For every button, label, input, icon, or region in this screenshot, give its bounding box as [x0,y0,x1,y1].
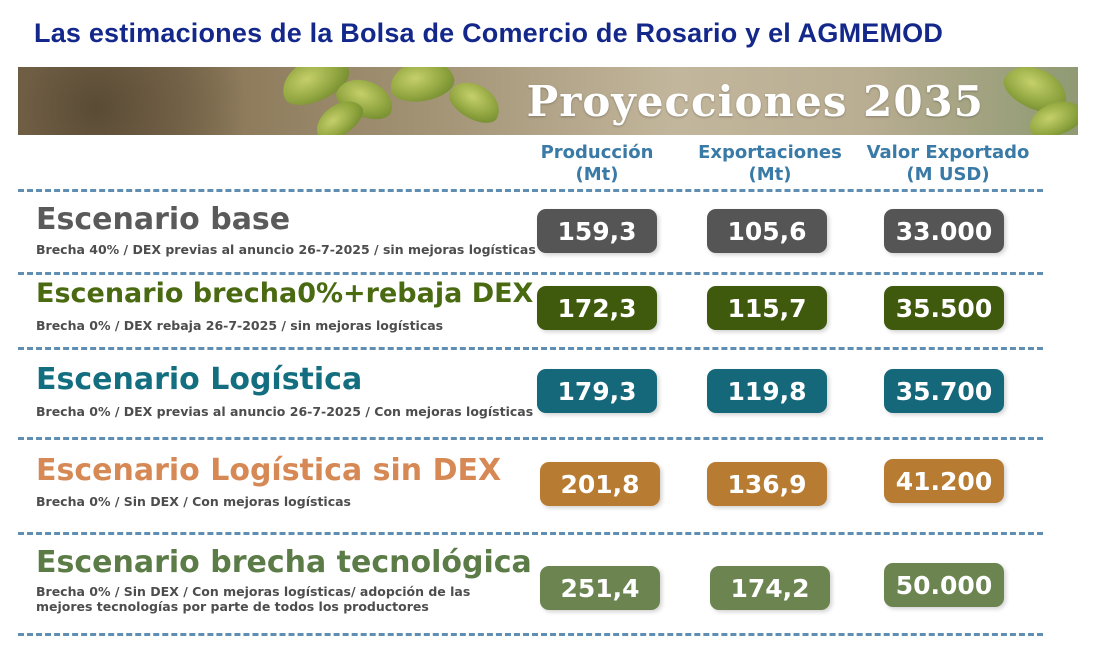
exportaciones-value: 115,7 [707,286,827,330]
row-divider [18,437,1043,440]
exportaciones-value: 119,8 [707,369,827,413]
column-header-unit: (Mt) [575,164,619,185]
banner-soil [18,67,278,135]
scenario-description: Brecha 0% / DEX rebaja 26-7-2025 / sin m… [36,318,444,333]
row-divider [18,189,1043,192]
produccion-value: 172,3 [537,286,657,330]
exportaciones-value: 136,9 [707,462,827,506]
banner-title: Proyecciones 2035 [526,77,984,126]
produccion-value: 159,3 [537,209,657,253]
scenario-description: Brecha 40% / DEX previas al anuncio 26-7… [36,242,536,257]
exportaciones-value: 174,2 [710,566,830,610]
scenario-title: Escenario Logística [36,362,363,397]
scenario-title: Escenario base [36,202,291,237]
leaf-image [387,67,457,107]
column-header-line: Valor Exportado [866,142,1030,163]
column-header-valor-exportado: Valor Exportado (M USD) [858,142,1038,186]
column-header-unit: (M USD) [906,164,990,185]
valor-exportado-value: 50.000 [884,563,1004,607]
produccion-value: 179,3 [537,369,657,413]
valor-exportado-value: 35.500 [884,286,1004,330]
scenario-title: Escenario brecha tecnológica [36,545,532,580]
page-title: Las estimaciones de la Bolsa de Comercio… [34,18,944,48]
row-divider [18,272,1043,275]
column-header-produccion: Producción (Mt) [527,142,667,186]
scenario-description-line2: mejores tecnologías por parte de todos l… [36,599,429,614]
column-header-line: Exportaciones [698,142,842,163]
produccion-value: 201,8 [540,462,660,506]
valor-exportado-value: 35.700 [884,369,1004,413]
scenario-title: Escenario brecha0%+rebaja DEX [36,278,534,309]
column-header-line: Producción [540,142,654,163]
scenario-description: Brecha 0% / Sin DEX / Con mejoras logíst… [36,584,471,599]
exportaciones-value: 105,6 [707,209,827,253]
produccion-value: 251,4 [540,566,660,610]
banner: Proyecciones 2035 [18,67,1078,135]
valor-exportado-value: 41.200 [884,459,1004,503]
row-divider [18,633,1043,636]
column-header-exportaciones: Exportaciones (Mt) [695,142,845,186]
scenario-description: Brecha 0% / DEX previas al anuncio 26-7-… [36,404,534,419]
scenario-title: Escenario Logística sin DEX [36,453,502,488]
row-divider [18,347,1043,350]
column-header-unit: (Mt) [748,164,792,185]
scenario-description: Brecha 0% / Sin DEX / Con mejoras logíst… [36,494,351,509]
row-divider [18,532,1043,535]
valor-exportado-value: 33.000 [884,209,1004,253]
